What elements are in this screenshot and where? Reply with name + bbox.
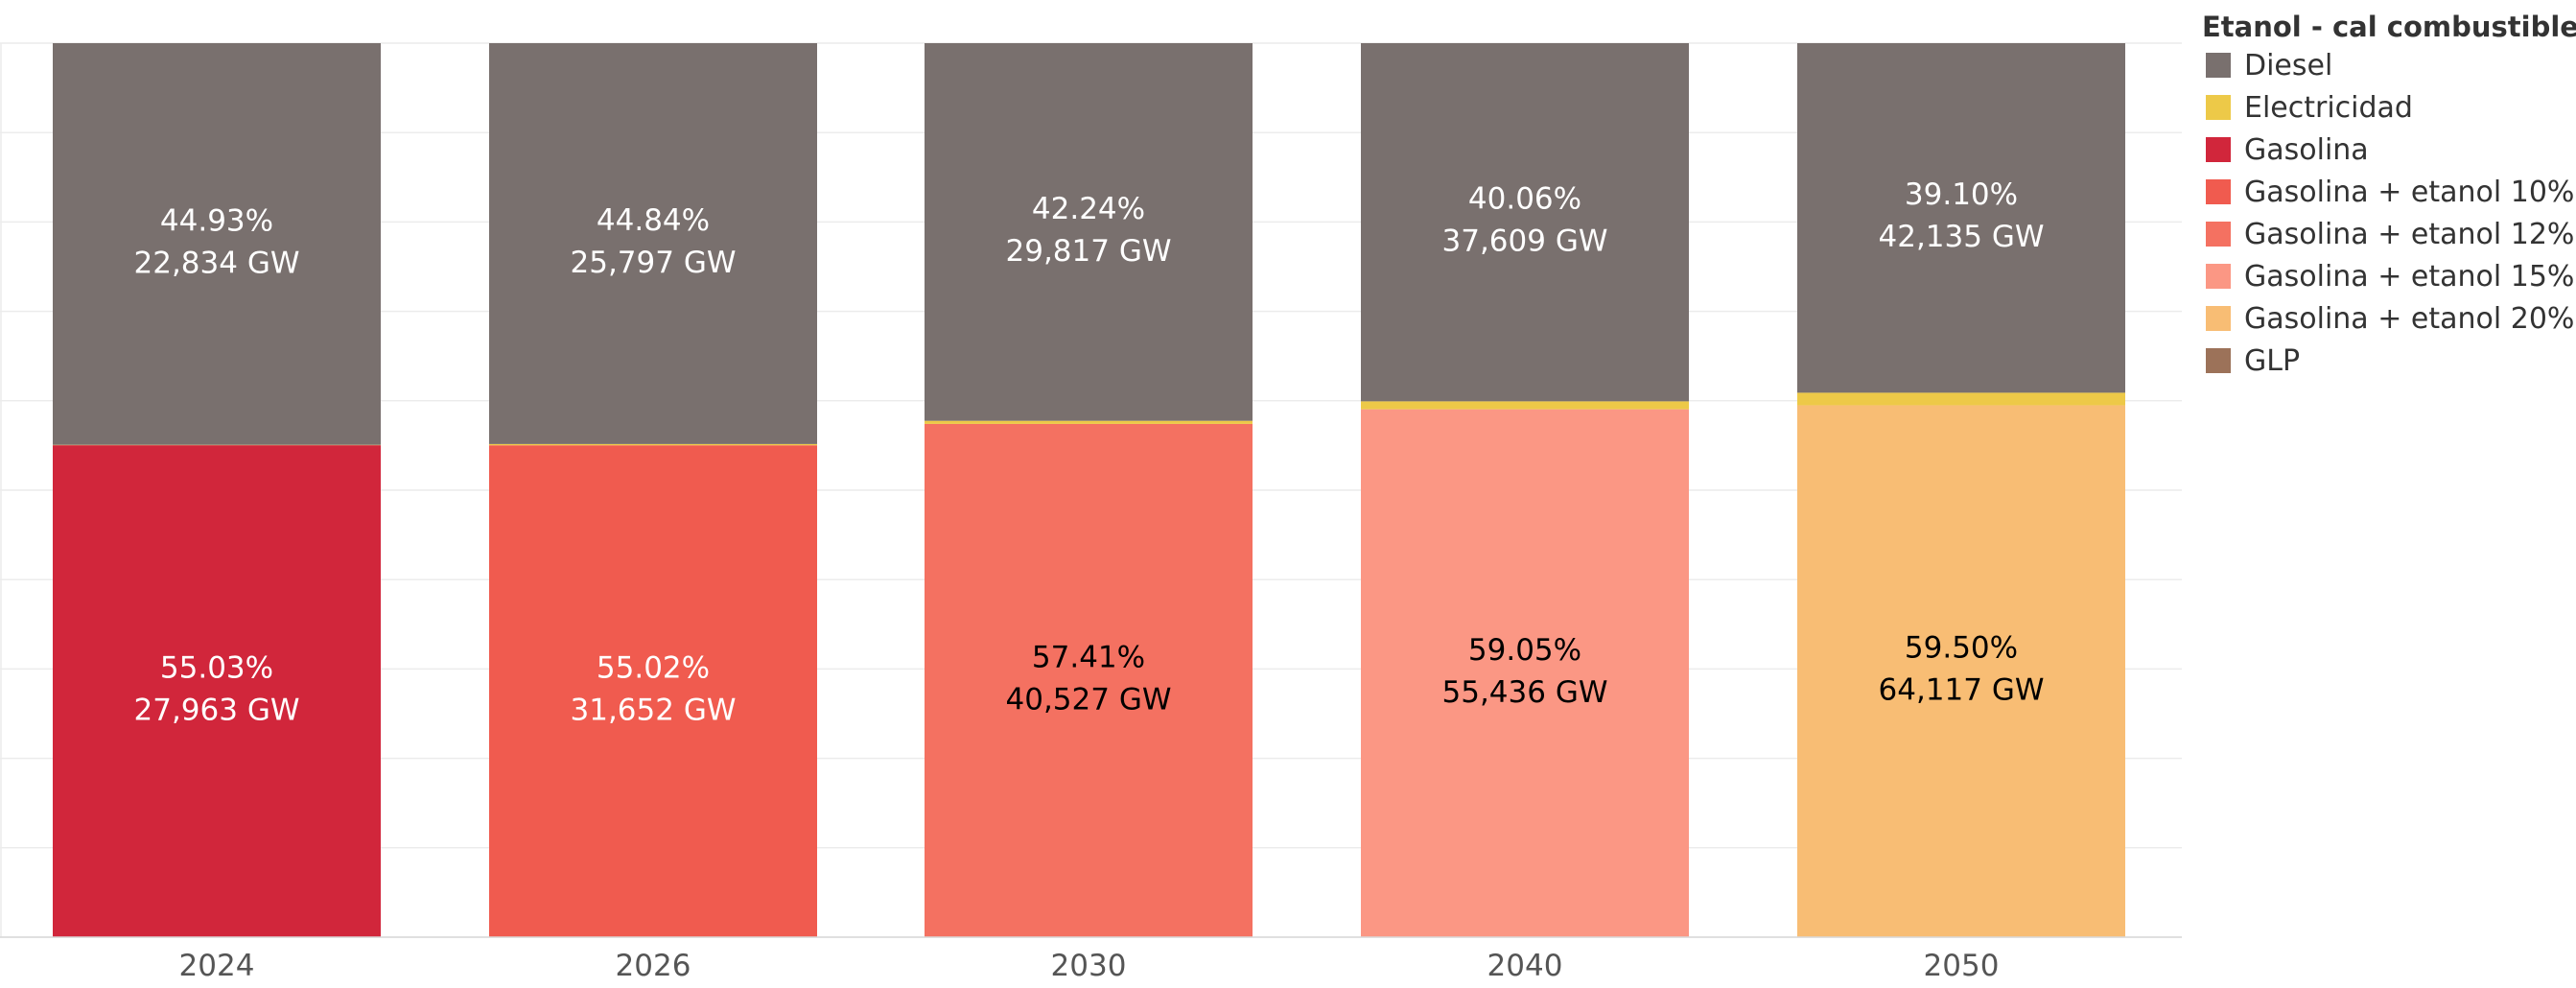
- data-label-percent: 59.50%: [1905, 631, 2018, 666]
- legend-swatch: [2206, 306, 2231, 331]
- x-tick-label: 2026: [616, 949, 691, 983]
- data-label-percent: 55.03%: [160, 651, 273, 686]
- data-label-value: 55,436 GW: [1442, 675, 1608, 710]
- legend-swatch: [2206, 137, 2231, 162]
- data-label-value: 25,797 GW: [571, 246, 737, 280]
- x-tick-label: 2030: [1051, 949, 1127, 983]
- legend-swatch: [2206, 95, 2231, 120]
- x-axis: 2024 2026 2030 2040 2050: [0, 936, 2182, 983]
- legend-label: GLP: [2244, 343, 2301, 378]
- legend-item[interactable]: Gasolina + etanol 20%: [2202, 297, 2575, 340]
- legend-swatch: [2206, 222, 2231, 247]
- legend: Etanol - cal combustible Diesel Electrici…: [2202, 10, 2576, 382]
- legend-item[interactable]: Gasolina: [2202, 129, 2572, 171]
- data-label-value: 37,609 GW: [1442, 224, 1608, 259]
- bar-segment[interactable]: [53, 445, 381, 938]
- bar-segment[interactable]: [489, 443, 817, 446]
- x-tick-label: 2050: [1924, 949, 2000, 983]
- bar-segment[interactable]: [1361, 409, 1689, 937]
- legend-label: Electricidad: [2244, 90, 2413, 125]
- data-label-value: 40,527 GW: [1006, 682, 1172, 717]
- bars: [53, 43, 2125, 938]
- data-label-value: 29,817 GW: [1006, 234, 1172, 269]
- legend-swatch: [2206, 53, 2231, 78]
- stacked-bar-chart: 55.03% 27,963 GW 44.93% 22,834 GW 55.02% 31,6…: [0, 42, 2182, 983]
- legend-item[interactable]: Electricidad: [2202, 86, 2572, 129]
- data-label-value: 64,117 GW: [1879, 673, 2045, 708]
- legend-label: Gasolina + etanol 10%: [2244, 175, 2575, 209]
- data-label-value: 31,652 GW: [571, 694, 737, 728]
- data-label-value: 27,963 GW: [134, 694, 300, 728]
- x-tick-label: 2024: [179, 949, 255, 983]
- data-label-percent: 42.24%: [1032, 192, 1145, 226]
- data-label-value: 22,834 GW: [134, 246, 300, 280]
- data-label-percent: 44.84%: [597, 203, 710, 238]
- data-label-percent: 55.02%: [597, 651, 710, 686]
- x-tick-label: 2040: [1487, 949, 1563, 983]
- bar-segment[interactable]: [489, 445, 817, 937]
- legend-title: Etanol - cal combustible: [2202, 11, 2576, 43]
- data-label-percent: 59.05%: [1468, 633, 1581, 668]
- data-label-percent: 40.06%: [1468, 182, 1581, 217]
- legend-item[interactable]: GLP: [2202, 340, 2572, 382]
- legend-label: Gasolina + etanol 20%: [2244, 301, 2575, 336]
- bar-segment[interactable]: [1361, 43, 1689, 402]
- legend-item[interactable]: Gasolina + etanol 12%: [2202, 213, 2575, 255]
- segment-labels: 55.03% 27,963 GW 44.93% 22,834 GW 55.02% 31,6…: [134, 177, 2045, 727]
- bar-segment[interactable]: [1797, 405, 2125, 938]
- legend-label: Gasolina + etanol 15%: [2244, 259, 2575, 294]
- legend-label: Gasolina + etanol 12%: [2244, 217, 2575, 251]
- bar-segment[interactable]: [1797, 392, 2125, 406]
- bar-segment[interactable]: [53, 43, 381, 445]
- bar-segment[interactable]: [925, 43, 1253, 421]
- legend-swatch: [2206, 348, 2231, 373]
- legend-item[interactable]: Diesel: [2202, 44, 2572, 86]
- legend-swatch: [2206, 264, 2231, 289]
- data-label-percent: 57.41%: [1032, 640, 1145, 674]
- data-label-percent: 39.10%: [1905, 177, 2018, 212]
- bar-segment[interactable]: [489, 43, 817, 444]
- legend-item[interactable]: Gasolina + etanol 10%: [2202, 171, 2575, 213]
- data-label-value: 42,135 GW: [1879, 220, 2045, 254]
- bar-segment[interactable]: [925, 423, 1253, 937]
- bar-segment[interactable]: [1361, 401, 1689, 410]
- legend-items: Diesel Electricidad Gasolina Gasolina + eta…: [2202, 44, 2575, 382]
- legend-label: Diesel: [2244, 48, 2333, 82]
- bar-segment[interactable]: [925, 420, 1253, 424]
- legend-label: Gasolina: [2244, 132, 2369, 167]
- legend-item[interactable]: Gasolina + etanol 15%: [2202, 255, 2575, 297]
- data-label-percent: 44.93%: [160, 203, 273, 238]
- legend-swatch: [2206, 179, 2231, 204]
- bar-segment[interactable]: [1797, 43, 2125, 393]
